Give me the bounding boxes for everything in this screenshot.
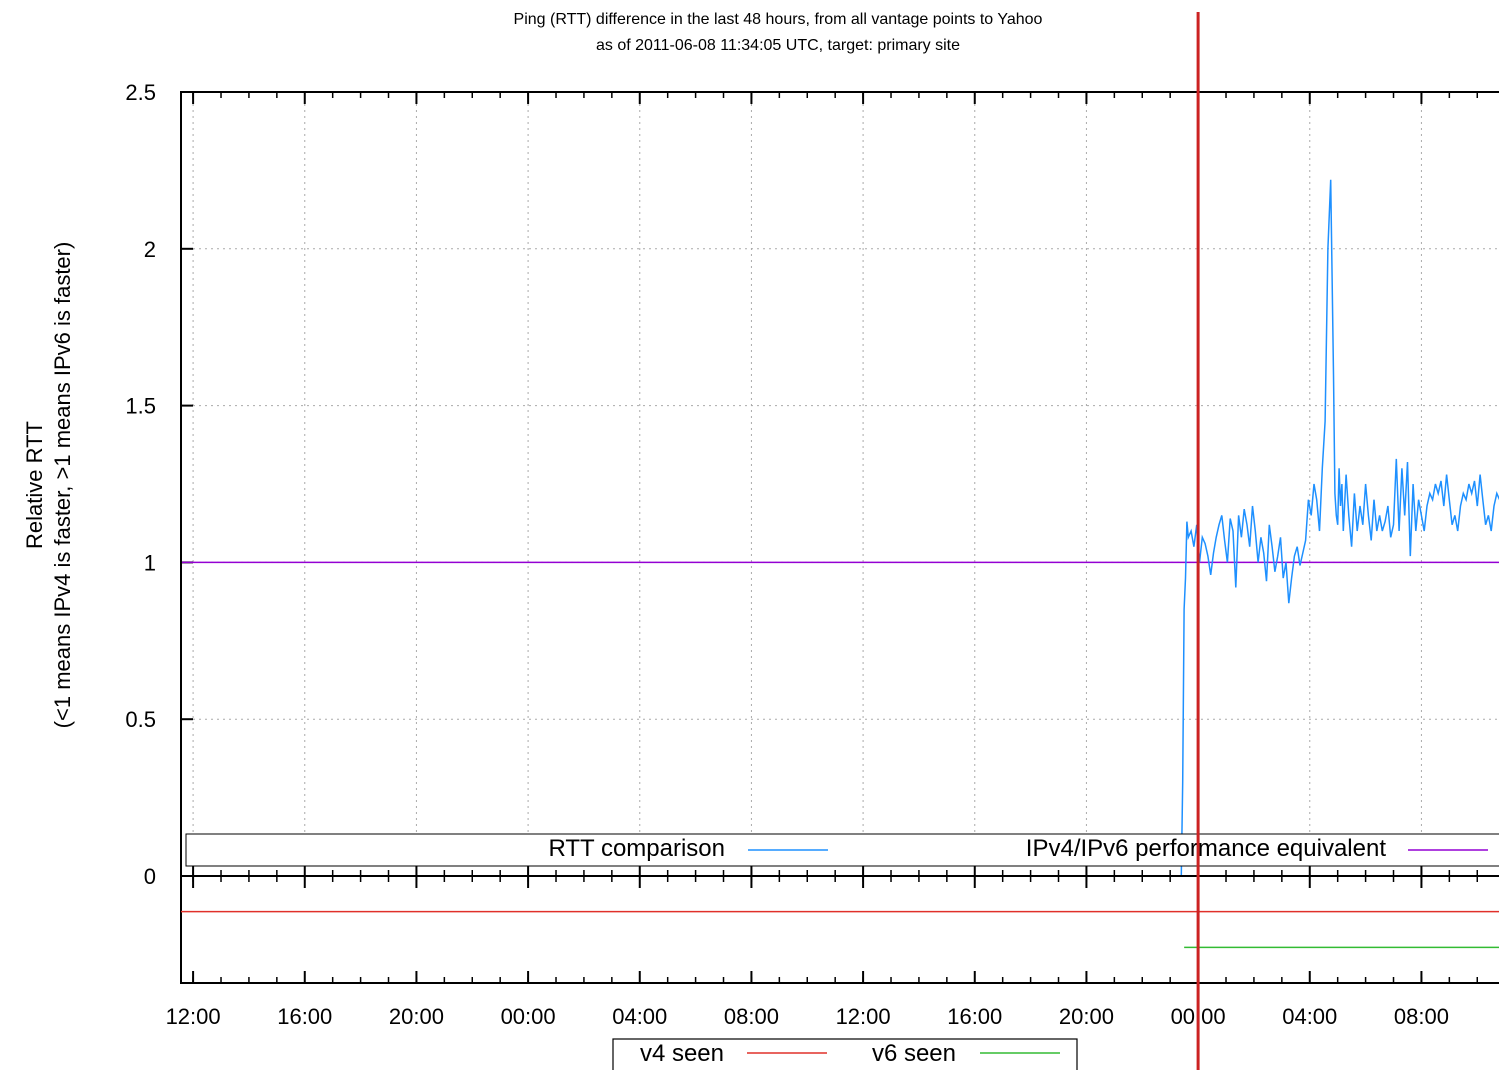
x-tick-label: 20:00 <box>1059 1004 1114 1029</box>
x-tick-label: 12:00 <box>166 1004 221 1029</box>
rtt-comparison-line <box>1180 179 1499 877</box>
y-tick-label: 2.5 <box>125 80 156 105</box>
upper-legend: RTT comparison IPv4/IPv6 performance equ… <box>185 833 1499 867</box>
x-tick-label: 12:00 <box>836 1004 891 1029</box>
y-axis-label-main: Relative RTT <box>22 421 47 549</box>
y-tick-label: 1 <box>144 550 156 575</box>
y-tick-label: 0 <box>144 864 156 889</box>
x-tick-label: 20:00 <box>389 1004 444 1029</box>
y-axis-label: Relative RTT (<1 means IPv4 is faster, >… <box>22 242 75 729</box>
legend-label-v4: v4 seen <box>640 1040 724 1067</box>
chart-title: Ping (RTT) difference in the last 48 hou… <box>514 11 1043 28</box>
legend-label-v6: v6 seen <box>872 1040 956 1067</box>
y-tick-label: 1.5 <box>125 394 156 419</box>
y-ticks: 0 0.5 1 1.5 2 2.5 <box>125 80 193 889</box>
y-tick-label: 2 <box>144 237 156 262</box>
x-tick-label: 04:00 <box>612 1004 667 1029</box>
lower-plot-frame <box>180 875 1499 984</box>
x-tick-label: 16:00 <box>947 1004 1002 1029</box>
x-tick-label: 08:00 <box>724 1004 779 1029</box>
x-tick-label: 04:00 <box>1282 1004 1337 1029</box>
y-axis-label-sub: (<1 means IPv4 is faster, >1 means IPv6 … <box>50 242 75 729</box>
chart-subtitle: as of 2011-06-08 11:34:05 UTC, target: p… <box>596 37 960 54</box>
x-tick-label: 00:00 <box>501 1004 556 1029</box>
y-tick-label: 0.5 <box>125 707 156 732</box>
x-tick-label: 08:00 <box>1394 1004 1449 1029</box>
legend-label-rtt: RTT comparison <box>548 835 725 862</box>
lower-legend-box <box>612 1038 1078 1074</box>
lower-legend: v4 seen v6 seen <box>612 1038 1078 1074</box>
legend-label-equivalent: IPv4/IPv6 performance equivalent <box>1026 835 1387 862</box>
x-tick-label: 16:00 <box>277 1004 332 1029</box>
upper-legend-box <box>185 833 1499 867</box>
x-ticks: 12:00 16:00 20:00 00:00 04:00 08:00 12:00 16:00… <box>166 92 1479 1029</box>
